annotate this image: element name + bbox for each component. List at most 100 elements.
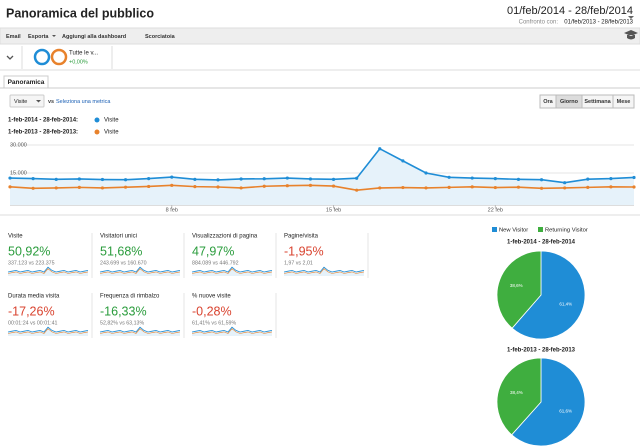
tile-compare: 337.123 vs 223.375: [8, 260, 55, 266]
toolbar-item[interactable]: Esporta: [28, 34, 49, 40]
data-point: [8, 185, 12, 189]
tile-value: 50,92%: [8, 244, 50, 258]
tile-value: 47,97%: [192, 244, 234, 258]
segment-change: +0,00%: [69, 59, 88, 65]
pie-slice: [511, 250, 586, 340]
data-point: [516, 185, 521, 189]
period-button[interactable]: [612, 94, 635, 109]
legend-period: 1-feb-2014 - 28-feb-2014:: [8, 118, 78, 124]
sparkline: [191, 328, 273, 334]
period-button-label[interactable]: Ora: [543, 99, 553, 105]
legend-swatch: [538, 227, 543, 232]
metric-select-label[interactable]: Visite: [14, 99, 27, 105]
segment-toggle[interactable]: [6, 55, 14, 60]
data-point: [378, 186, 382, 190]
sparkline: [7, 326, 89, 333]
data-point: [239, 186, 243, 190]
y-tick-label: 30.000: [10, 142, 27, 148]
tile-value: -17,26%: [8, 304, 55, 318]
legend-period: 1-feb-2013 - 28-feb-2013:: [8, 130, 78, 136]
sparkline: [7, 328, 89, 334]
data-point: [586, 185, 590, 189]
tile-compare: 00:01:24 vs 00:01:41: [8, 320, 58, 326]
metric-select[interactable]: [9, 94, 45, 108]
sparkline: [283, 268, 365, 274]
data-point: [470, 185, 474, 189]
tab[interactable]: [3, 75, 49, 89]
sparkline: [7, 268, 89, 274]
data-point: [31, 177, 35, 181]
date-range[interactable]: 01/feb/2014 - 28/feb/2014: [507, 5, 633, 17]
toolbar-item[interactable]: Scorciatoia: [145, 34, 176, 40]
data-point: [609, 185, 613, 189]
tile-compare: 1,97 vs 2,01: [284, 260, 313, 266]
data-point: [539, 186, 544, 190]
data-point: [355, 176, 359, 180]
toolbar: [0, 27, 640, 45]
tile-label: Visualizzazioni di pagina: [192, 234, 258, 240]
data-point: [123, 185, 128, 189]
tile-label: Visitatori unici: [100, 234, 137, 240]
data-point: [632, 175, 636, 180]
data-point: [193, 185, 197, 189]
data-point: [285, 184, 289, 188]
segment-name[interactable]: Tutte le v...: [69, 51, 98, 57]
toolbar-item[interactable]: Aggiungi alla dashboard: [62, 34, 126, 40]
data-point: [77, 185, 81, 189]
toolbar-icon[interactable]: [624, 30, 638, 40]
data-point: [123, 178, 128, 182]
legend-label: Returning Visitor: [545, 227, 588, 233]
data-point: [447, 185, 451, 189]
legend-swatch: [94, 117, 100, 123]
series-line: [9, 184, 635, 191]
sparkline: [191, 268, 273, 274]
toolbar-item[interactable]: Email: [6, 34, 21, 40]
data-point: [262, 184, 266, 188]
data-point: [609, 177, 613, 181]
data-point: [401, 159, 405, 163]
data-point: [331, 177, 336, 181]
period-button-label[interactable]: Mese: [617, 99, 631, 105]
pie-slice: [496, 250, 542, 329]
x-tick-label: 22 feb: [488, 207, 503, 213]
data-point: [216, 178, 220, 182]
segment-icon: [33, 48, 51, 66]
legend-label: Visite: [104, 118, 119, 124]
data-point: [54, 177, 58, 181]
data-point: [193, 177, 197, 181]
sparkline: [99, 268, 181, 274]
data-point: [470, 176, 474, 180]
tile-value: -1,95%: [284, 244, 324, 258]
legend-label: New Visitor: [499, 227, 528, 233]
select-metric-link[interactable]: Seleziona una metrica: [56, 99, 111, 105]
tile-value: -0,28%: [192, 304, 232, 318]
sparkline: [7, 266, 89, 273]
x-tick-label: 8 feb: [166, 207, 178, 213]
data-point: [308, 177, 313, 181]
data-point: [54, 186, 58, 190]
data-point: [147, 177, 151, 181]
data-point: [8, 176, 12, 180]
pie-label: 38,4%: [510, 390, 523, 395]
sparkline: [99, 326, 181, 333]
page-title: Panoramica del pubblico: [6, 6, 154, 20]
period-button-label[interactable]: Giorno: [560, 99, 579, 105]
data-point: [493, 185, 497, 190]
legend-swatch: [492, 227, 497, 232]
date-dropdown-arrow[interactable]: [628, 16, 634, 19]
data-point: [378, 147, 382, 151]
data-point: [331, 184, 336, 188]
data-point: [285, 176, 289, 180]
data-point: [170, 175, 174, 179]
compare-label: Confronto con:: [519, 20, 559, 26]
tile-label: Pagine/visita: [284, 234, 319, 240]
tab-label[interactable]: Panoramica: [8, 79, 45, 86]
data-point: [355, 188, 359, 192]
data-point: [563, 181, 567, 185]
pie-slice: [496, 357, 542, 436]
data-point: [100, 177, 105, 182]
period-button-label[interactable]: Settimana: [584, 99, 611, 105]
data-point: [447, 175, 451, 179]
tile-label: Frequenza di rimbalzo: [100, 294, 160, 300]
